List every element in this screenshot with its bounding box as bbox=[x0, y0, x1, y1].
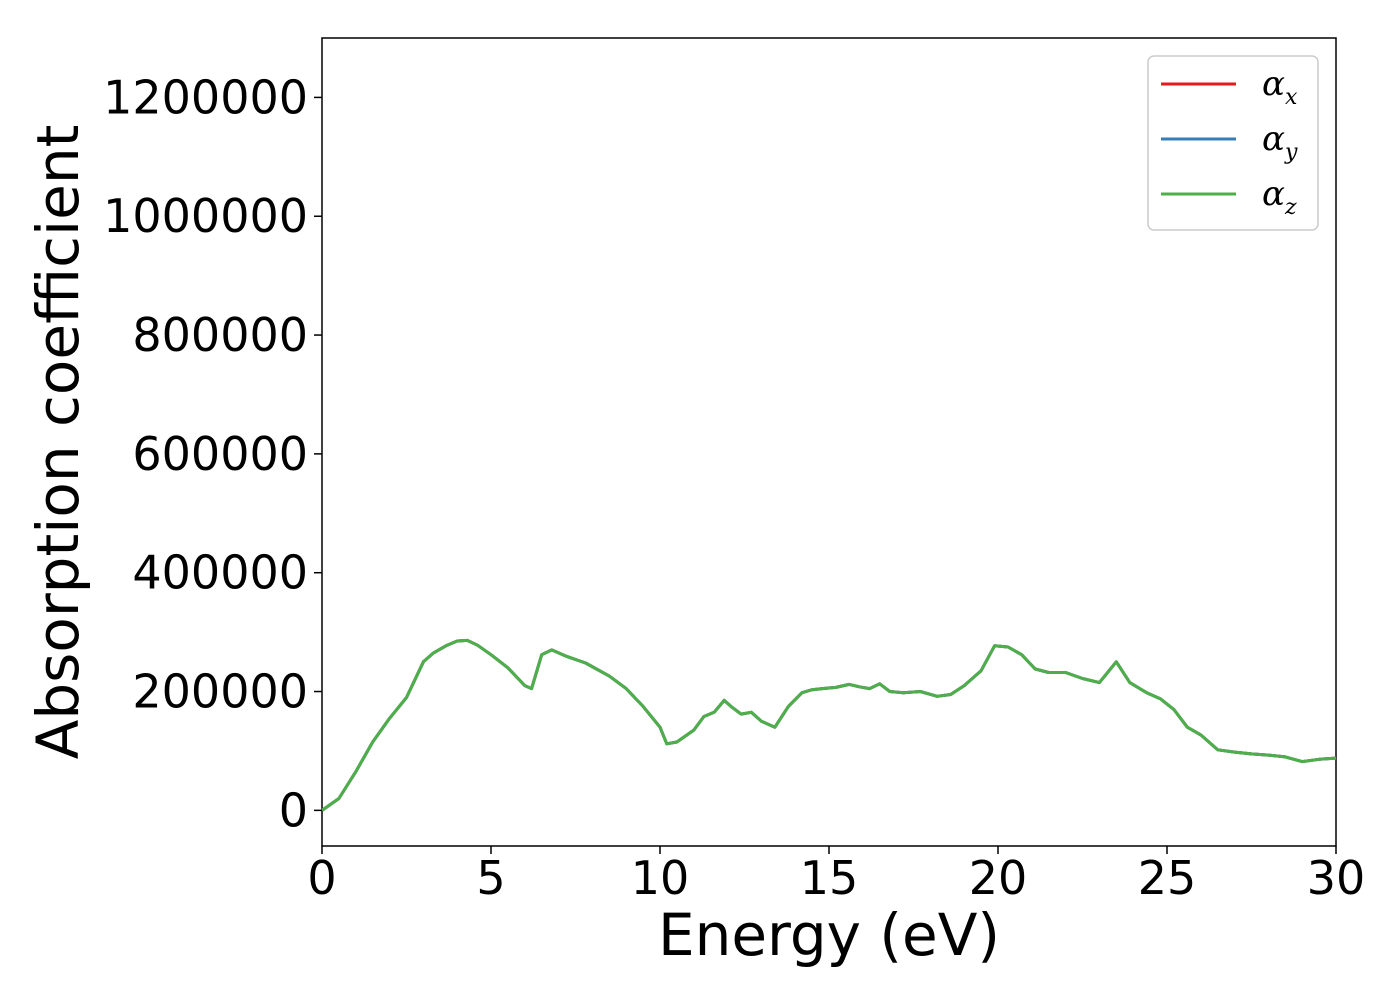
legend-box bbox=[1147, 55, 1319, 231]
x-axis-title: Energy (eV) bbox=[658, 901, 1000, 969]
y-axis-ticks: 0 200000 400000 600000 800000 1000000 1200000 bbox=[103, 70, 322, 837]
x-tick-label: 0 bbox=[307, 851, 336, 905]
x-axis-ticks: 0 5 10 15 20 25 30 bbox=[307, 846, 1365, 905]
y-axis-title: Absorption coefficient bbox=[24, 125, 92, 760]
x-tick-label: 10 bbox=[631, 851, 690, 905]
x-tick-label: 25 bbox=[1138, 851, 1197, 905]
series-line-z bbox=[321, 638, 1337, 812]
x-tick-label: 30 bbox=[1307, 851, 1366, 905]
y-tick-label: 400000 bbox=[132, 546, 308, 600]
y-tick-label: 600000 bbox=[132, 427, 308, 481]
y-tick-label: 800000 bbox=[132, 308, 308, 362]
y-tick-label: 0 bbox=[279, 783, 308, 837]
x-tick-label: 15 bbox=[800, 851, 859, 905]
y-tick-label: 1200000 bbox=[103, 70, 308, 124]
x-tick-label: 20 bbox=[969, 851, 1028, 905]
series-layer bbox=[321, 638, 1337, 812]
y-tick-label: 1000000 bbox=[103, 189, 308, 243]
y-tick-label: 200000 bbox=[132, 665, 308, 719]
x-tick-label: 5 bbox=[476, 851, 505, 905]
